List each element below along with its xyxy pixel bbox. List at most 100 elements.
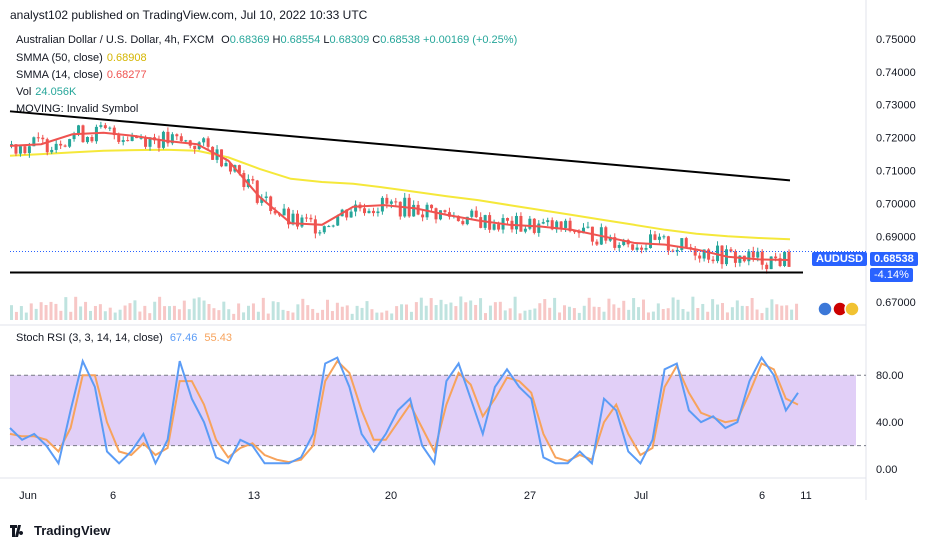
candle-body [595, 241, 599, 245]
volume-bar [79, 306, 83, 320]
volume-bar [567, 306, 571, 320]
volume-bar [651, 311, 655, 320]
price-tick-label: 0.71000 [876, 166, 916, 178]
volume-bar [187, 309, 191, 320]
volume-bar [409, 311, 413, 320]
tradingview-footer[interactable]: TradingView [10, 523, 110, 538]
volume-bar [212, 308, 216, 320]
volume-bar [39, 302, 43, 320]
descending-trendline [9, 110, 791, 182]
candle-body [716, 245, 720, 262]
volume-bar [770, 299, 774, 320]
volume-bar [612, 304, 616, 320]
volume-bar [627, 309, 631, 320]
candle-body [443, 210, 447, 213]
candle-body [295, 213, 299, 227]
candle-body [121, 140, 125, 142]
candle-body [367, 210, 371, 214]
volume-bar [10, 305, 13, 320]
volume-bar [128, 303, 132, 320]
candle-body [769, 256, 773, 270]
volume-bar [592, 306, 596, 320]
volume-bar [242, 312, 246, 320]
volume-bar [503, 310, 507, 320]
volume-bar [247, 305, 250, 320]
candle-body [546, 220, 550, 223]
smma50-line [9, 148, 791, 241]
volume-bar [419, 297, 423, 320]
candle-body [68, 139, 72, 147]
volume-bar [133, 300, 137, 320]
candle-body [622, 239, 626, 246]
candle-body [760, 251, 764, 265]
volume-bar [350, 313, 354, 320]
candle-body [27, 146, 31, 154]
candle-body [653, 234, 657, 240]
candle-body [63, 145, 67, 147]
volume-bar [29, 303, 33, 320]
candle-body [568, 220, 572, 232]
candle-body [774, 256, 778, 259]
volume-bar [642, 299, 645, 320]
candle-body [465, 216, 469, 225]
volume-bar [765, 307, 769, 320]
symbol-legend: Australian Dollar / U.S. Dollar, 4h, FXC… [16, 34, 517, 46]
stoch-k-line [9, 355, 799, 466]
time-tick-label: 6 [759, 490, 765, 502]
volume-bar [572, 308, 576, 320]
candle-body [23, 146, 27, 154]
volume-bar [261, 297, 265, 320]
candle-body [479, 217, 483, 228]
volume-bar [637, 307, 641, 320]
volume-bar [498, 301, 502, 320]
volume-bar [316, 312, 320, 320]
volume-bar [405, 304, 408, 320]
volume-bar [182, 300, 186, 320]
volume-bar [656, 303, 660, 320]
volume-bar [232, 313, 236, 320]
volume-bar [227, 309, 231, 320]
volume-bar [355, 305, 359, 320]
volume-bar [326, 299, 329, 320]
candle-body [313, 219, 317, 234]
volume-bar [484, 313, 487, 320]
candle-body [581, 227, 585, 234]
volume-bar [632, 298, 636, 320]
candle-body [309, 217, 313, 220]
volume-bar [370, 309, 374, 320]
price-tick-label: 0.67000 [876, 297, 916, 309]
volume-bar [553, 297, 557, 320]
candle-body [438, 210, 442, 220]
candle-body [389, 201, 393, 204]
volume-bar [513, 296, 517, 320]
volume-bar [395, 306, 399, 320]
volume-bar [775, 304, 779, 320]
volume-bar [172, 305, 176, 320]
volume-bar [123, 305, 127, 320]
candle-body [157, 140, 161, 148]
candle-body [657, 236, 661, 240]
candle-body [224, 163, 228, 167]
candle-body [555, 221, 559, 230]
volume-bar [301, 298, 305, 320]
volume-bar [493, 302, 497, 320]
volume-bar [330, 311, 334, 320]
candle-body [166, 131, 170, 144]
candle-body [32, 137, 36, 147]
volume-bar [523, 310, 527, 320]
volume-bar [479, 298, 483, 320]
volume-bar [14, 311, 18, 320]
volume-bar [597, 306, 601, 320]
candle-body [99, 125, 103, 127]
candle-body [398, 201, 402, 217]
candle-body [707, 249, 711, 260]
time-tick-label: Jun [19, 490, 37, 502]
candle-body [738, 255, 742, 263]
time-tick-label: 11 [800, 490, 811, 502]
candle-body [103, 125, 107, 129]
volume-bar [464, 302, 468, 320]
volume-bar [44, 305, 48, 320]
candle-body [260, 197, 264, 203]
candle-body [90, 136, 94, 142]
